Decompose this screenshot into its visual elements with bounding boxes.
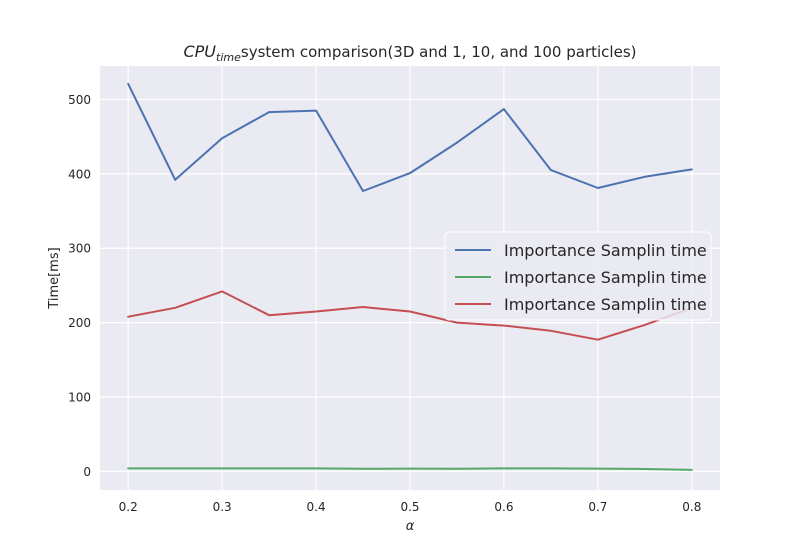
legend-items: Importance Samplin time Importance Sampli… [455, 241, 707, 314]
series-lines [127, 82, 693, 471]
series-line-2 [127, 467, 693, 471]
title-main: CPU [183, 42, 216, 61]
legend-box [444, 231, 712, 321]
x-tick-label: 0.6 [494, 500, 513, 514]
y-tick-label: 100 [68, 391, 91, 405]
x-tick-labels: 0.2 0.3 0.4 0.5 0.6 0.7 0.8 [119, 500, 702, 514]
y-tick-label: 200 [68, 316, 91, 330]
series-line-1 [127, 82, 693, 192]
x-axis-label: α [406, 519, 415, 534]
chart-title: CPUtimesystem comparison(3D and 1, 10, a… [183, 42, 636, 64]
y-tick-label: 400 [68, 167, 91, 181]
y-axis-label: Time[ms] [47, 247, 62, 309]
title-rest: system comparison(3D and 1, 10, and 100 … [241, 43, 637, 61]
y-tick-label: 500 [68, 93, 91, 107]
y-tick-label: 0 [83, 465, 91, 479]
x-tick-label: 0.5 [400, 500, 419, 514]
x-tick-label: 0.8 [682, 500, 701, 514]
x-tick-label: 0.3 [213, 500, 232, 514]
legend: Importance Samplin time Importance Sampli… [444, 231, 712, 321]
y-tick-labels: 0 100 200 300 400 500 [68, 93, 91, 479]
x-tick-label: 0.7 [588, 500, 607, 514]
legend-label-2: Importance Samplin time [504, 268, 707, 287]
legend-label-3: Importance Samplin time [504, 295, 707, 314]
y-tick-label: 300 [68, 242, 91, 256]
title-subscript: time [216, 51, 241, 64]
legend-label-1: Importance Samplin time [504, 241, 707, 260]
x-tick-label: 0.2 [119, 500, 138, 514]
x-tick-label: 0.4 [307, 500, 326, 514]
series-line-3 [127, 290, 693, 341]
